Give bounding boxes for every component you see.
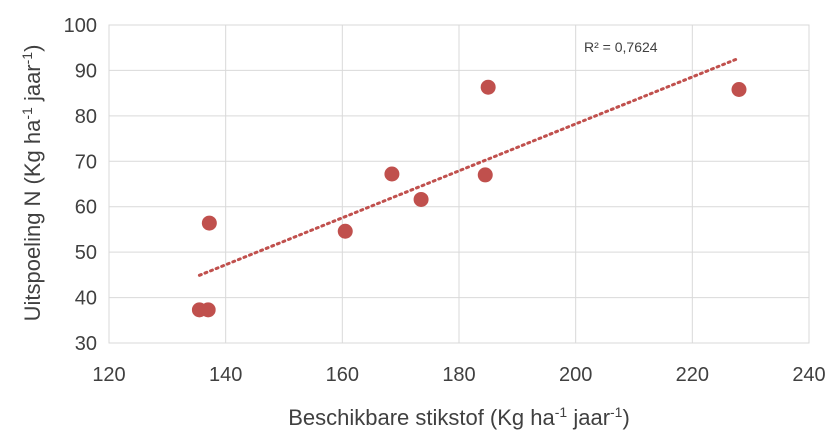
data-point — [337, 223, 353, 239]
r-squared-label: R² = 0,7624 — [584, 39, 658, 55]
x-tick-label: 200 — [559, 364, 592, 386]
x-tick-label: 120 — [92, 364, 125, 386]
y-tick-label: 30 — [75, 333, 97, 355]
x-axis-title: Beschikbare stikstof (Kg ha-1 jaar-1) — [288, 404, 630, 430]
y-tick-label: 50 — [75, 242, 97, 264]
x-tick-label: 160 — [326, 364, 359, 386]
trendline-group — [197, 56, 741, 277]
x-tick-label: 240 — [792, 364, 825, 386]
x-tick-label: 220 — [676, 364, 709, 386]
data-points — [191, 79, 747, 318]
y-tick-label: 70 — [75, 151, 97, 173]
gridlines — [108, 24, 810, 344]
x-tick-labels: 120 140 160 180 200 220 240 — [92, 364, 825, 386]
y-tick-label: 60 — [75, 197, 97, 219]
plot-area — [108, 24, 810, 344]
data-point — [201, 215, 217, 231]
data-point — [477, 167, 493, 183]
y-tick-label: 40 — [75, 288, 97, 310]
data-point — [413, 191, 429, 207]
trendline — [197, 56, 741, 277]
y-tick-labels: 30 40 50 60 70 80 90 100 — [64, 15, 97, 355]
x-tick-label: 140 — [209, 364, 242, 386]
x-tick-label: 180 — [442, 364, 475, 386]
data-point — [200, 302, 216, 318]
data-point — [731, 82, 747, 98]
y-tick-label: 90 — [75, 60, 97, 82]
data-point — [480, 79, 496, 95]
y-tick-label: 100 — [64, 15, 97, 37]
y-axis-title: Uitspoeling N (Kg ha-1 jaar-1) — [19, 45, 45, 322]
y-tick-label: 80 — [75, 106, 97, 128]
data-point — [384, 166, 400, 182]
